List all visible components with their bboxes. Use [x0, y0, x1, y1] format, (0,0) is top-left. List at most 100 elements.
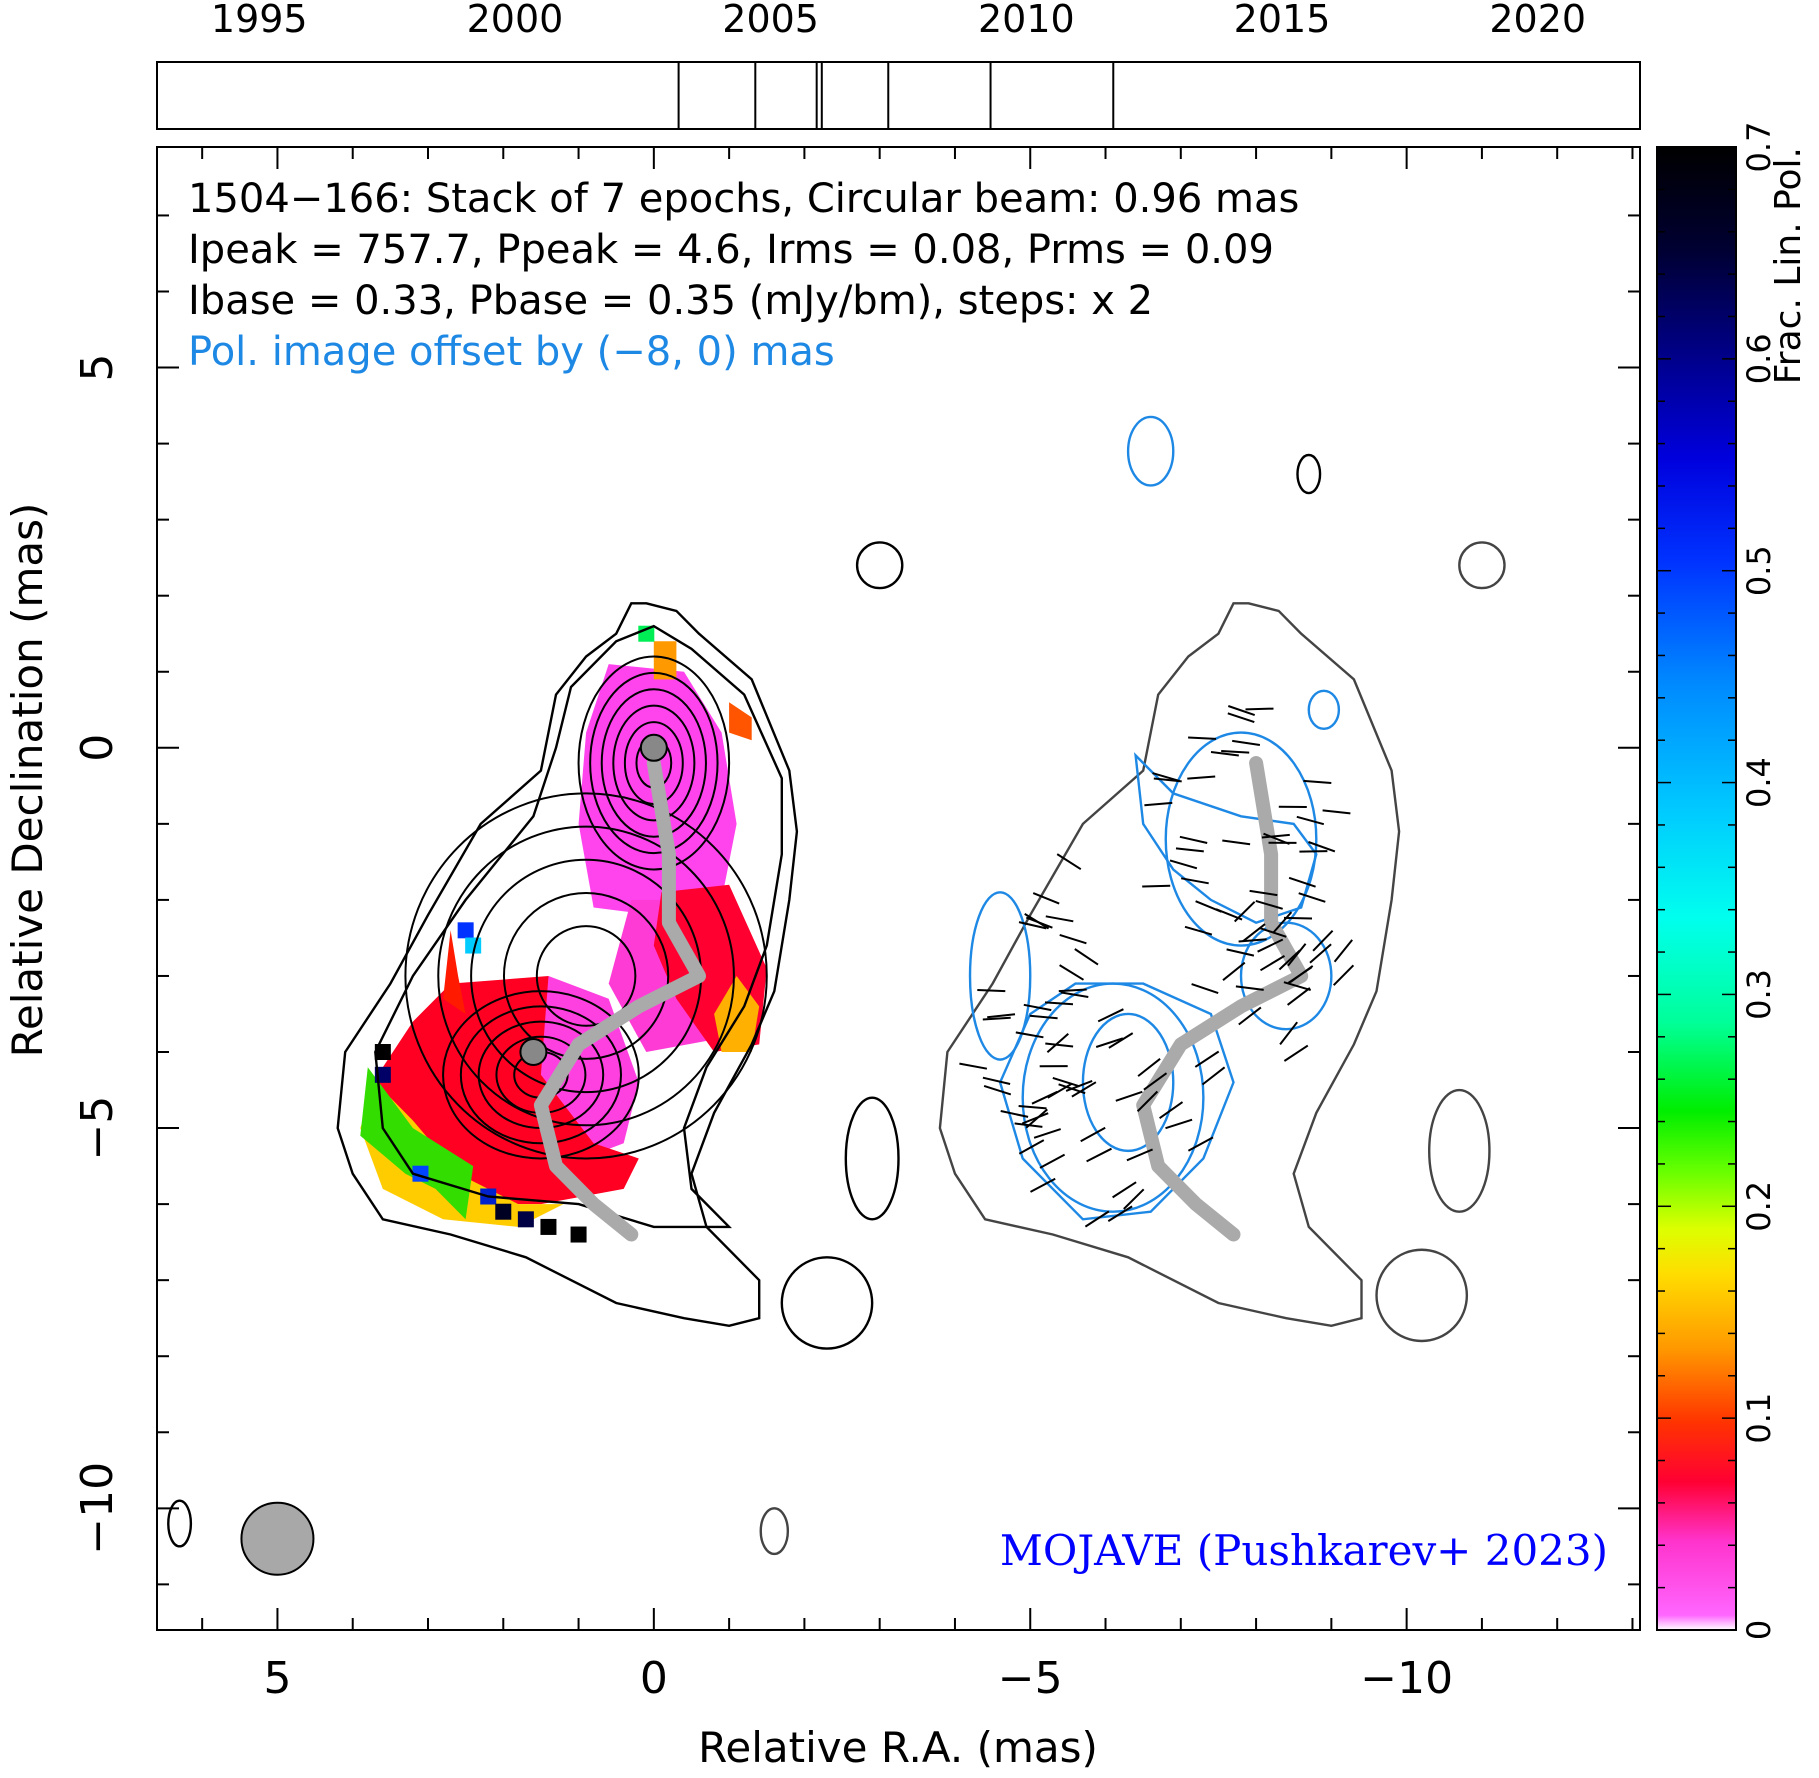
- evpa-tick: [1210, 751, 1239, 757]
- evpa-tick: [1024, 913, 1050, 930]
- colorbar-tick-label: 0.6: [1740, 333, 1778, 384]
- polarization-edge-pixel: [570, 1226, 587, 1243]
- evpa-tick: [983, 1084, 1012, 1096]
- polarization-contour-ring: [1164, 731, 1318, 947]
- evpa-tick: [1288, 876, 1316, 888]
- evpa-tick: [1187, 1136, 1214, 1152]
- evpa-tick: [1222, 961, 1246, 981]
- y-tick-label: −10: [72, 1462, 123, 1555]
- evpa-tick: [1080, 1126, 1106, 1143]
- evpa-tick: [977, 989, 1006, 993]
- x-tick-labels: 5 0 −5 −10: [263, 1653, 1453, 1704]
- y-tick-label: 0: [72, 734, 123, 762]
- polarization-contour-ring: [1081, 1012, 1175, 1153]
- evpa-ticks: [959, 705, 1355, 1228]
- timeline-year-label: 2000: [467, 0, 564, 41]
- evpa-tick: [1191, 983, 1219, 995]
- evpa-tick: [1095, 1037, 1124, 1048]
- evpa-tick: [1136, 1090, 1159, 1113]
- evpa-tick: [1312, 930, 1334, 952]
- evpa-tick: [1086, 1147, 1112, 1163]
- component-marker: [519, 1038, 548, 1067]
- evpa-tick: [1255, 899, 1283, 910]
- isolated-contour: [1126, 415, 1175, 487]
- evpa-tick: [1272, 911, 1293, 934]
- evpa-tick: [1058, 1083, 1086, 1095]
- evpa-tick: [1014, 1122, 1043, 1128]
- intensity-contour: [437, 825, 735, 1127]
- evpa-tick: [1084, 1210, 1110, 1228]
- contours: [167, 415, 1506, 1556]
- evpa-tick: [1169, 859, 1198, 870]
- polarization-fill-region: [360, 1067, 474, 1220]
- y-tick-label: 5: [72, 354, 123, 382]
- isolated-contour: [1296, 453, 1322, 495]
- colorbar-tick-label: 0.4: [1740, 757, 1778, 808]
- timeline-year-label: 1995: [211, 0, 308, 41]
- evpa-tick: [1059, 933, 1087, 945]
- offset-intensity-contour: [938, 602, 1401, 1328]
- polarization-fill-region: [729, 702, 752, 741]
- evpa-tick: [1033, 1128, 1062, 1139]
- isolated-contour: [844, 1096, 900, 1221]
- evpa-tick: [1308, 841, 1336, 853]
- evpa-tick: [1032, 892, 1060, 905]
- evpa-tick: [1159, 1101, 1184, 1120]
- jet-ridge-line: [533, 756, 706, 1242]
- polarization-edge-pixel: [374, 1044, 391, 1061]
- polarization-edge-pixel: [517, 1211, 534, 1228]
- evpa-tick: [1238, 1006, 1262, 1026]
- evpa-tick: [1179, 835, 1208, 844]
- epoch-timeline: 1995 2000 2005 2010 2015 2020: [156, 0, 1641, 130]
- evpa-tick: [1181, 877, 1209, 885]
- evpa-tick: [1112, 1181, 1137, 1199]
- evpa-tick: [1245, 707, 1274, 711]
- evpa-tick: [1056, 853, 1082, 871]
- y-tick-labels: 5 0 −5 −10: [72, 354, 123, 1555]
- polarization-fill-region: [443, 930, 466, 1014]
- evpa-tick: [1029, 1014, 1058, 1020]
- evpa-tick: [1257, 938, 1284, 953]
- colorbar-tick-label: 0.5: [1740, 545, 1778, 596]
- intensity-contour-outer: [336, 602, 799, 1328]
- evpa-tick: [1309, 943, 1332, 964]
- isolated-contour: [167, 1499, 193, 1548]
- evpa-tick: [1187, 775, 1216, 780]
- evpa-tick: [1030, 1177, 1056, 1193]
- evpa-tick: [982, 1016, 1011, 1021]
- evpa-tick: [1144, 801, 1173, 807]
- evpa-tick: [1123, 1188, 1145, 1210]
- evpa-tick: [1137, 1058, 1161, 1077]
- polarization-edge-pixel: [540, 1218, 557, 1235]
- evpa-tick: [1303, 779, 1332, 784]
- evpa-tick: [1059, 964, 1085, 981]
- intensity-contour: [589, 671, 719, 855]
- x-axis-label: Relative R.A. (mas): [698, 1723, 1098, 1772]
- evpa-tick: [1188, 736, 1217, 740]
- evpa-tick: [1021, 1112, 1049, 1125]
- y-tick-label: −5: [72, 1096, 123, 1161]
- evpa-tick: [1018, 1105, 1047, 1110]
- x-tick-label: 0: [640, 1653, 668, 1704]
- evpa-tick: [1249, 889, 1278, 897]
- intensity-contour: [600, 688, 707, 838]
- intensity-contour: [404, 792, 768, 1160]
- polarization-edge-pixel: [457, 922, 474, 939]
- evpa-tick: [1031, 1090, 1058, 1105]
- isolated-contour: [855, 541, 904, 590]
- colorbar: 0 0.1 0.2 0.3 0.4 0.5 0.6 0.7 Frac. Lin. Pol.: [1656, 122, 1809, 1640]
- evpa-tick: [1184, 925, 1213, 936]
- timeline-box: [156, 61, 1641, 130]
- evpa-tick: [1097, 1008, 1124, 1023]
- evpa-tick: [1222, 839, 1251, 846]
- polarization-contour-ring: [1021, 982, 1205, 1213]
- evpa-tick: [1283, 981, 1311, 992]
- evpa-tick: [1108, 1032, 1134, 1049]
- header-line-2: Ipeak = 757.7, Ppeak = 4.6, Irms = 0.08,…: [188, 227, 1274, 273]
- evpa-tick: [1221, 750, 1250, 754]
- jet-ridge-lines: [519, 733, 1309, 1242]
- polarization-edge-pixel: [495, 1203, 512, 1220]
- isolated-contour: [1428, 1088, 1491, 1213]
- core-marker: [639, 733, 668, 762]
- isolated-contour: [1375, 1248, 1469, 1343]
